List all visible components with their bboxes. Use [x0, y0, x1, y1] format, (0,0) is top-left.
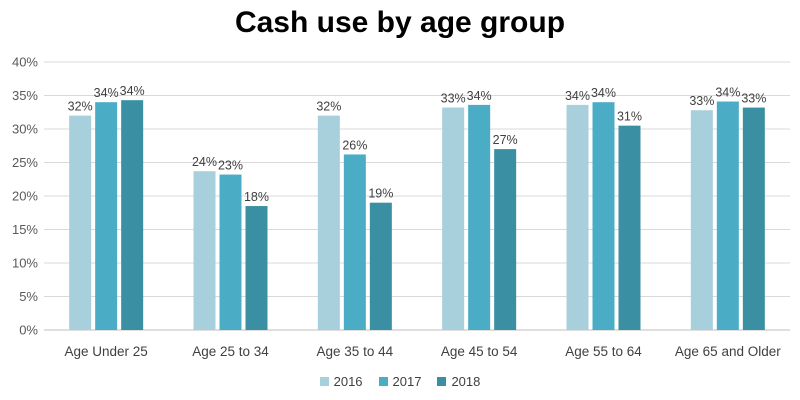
bar-2016 — [317, 115, 340, 330]
bar-2016 — [69, 115, 92, 330]
bar-2016 — [442, 107, 465, 330]
legend-swatch — [437, 377, 447, 386]
bar-2017 — [592, 102, 615, 330]
bar-2018 — [369, 202, 392, 330]
bar-2017 — [468, 104, 491, 330]
x-tick-label: Age 65 and Older — [675, 344, 781, 359]
y-tick-label: 40% — [12, 55, 38, 70]
data-label: 27% — [493, 133, 518, 147]
legend-swatch — [319, 377, 329, 386]
bar-2018 — [121, 100, 144, 330]
bar-2017 — [343, 154, 366, 330]
x-tick-label: Age Under 25 — [65, 344, 148, 359]
bar-2017 — [716, 101, 739, 330]
bar-2016 — [193, 171, 216, 330]
data-label: 18% — [244, 190, 269, 204]
data-label: 19% — [368, 187, 393, 201]
data-label: 33% — [689, 94, 714, 108]
legend-label: 2016 — [333, 374, 363, 389]
chart-title: Cash use by age group — [234, 6, 566, 39]
data-label: 31% — [617, 110, 642, 124]
data-label: 33% — [441, 92, 466, 106]
data-label: 32% — [316, 100, 341, 114]
data-label: 34% — [467, 89, 492, 103]
y-tick-label: 5% — [19, 289, 38, 304]
legend-label: 2018 — [451, 374, 481, 389]
data-label: 34% — [591, 86, 616, 100]
data-label: 34% — [565, 89, 590, 103]
bar-2016 — [566, 104, 589, 330]
data-label: 33% — [741, 92, 766, 106]
y-tick-label: 30% — [12, 122, 38, 137]
data-label: 34% — [120, 84, 145, 98]
legend-swatch — [378, 377, 388, 386]
y-tick-label: 35% — [12, 88, 38, 103]
x-tick-label: Age 35 to 44 — [317, 344, 394, 359]
legend-label: 2017 — [392, 374, 422, 389]
bar-2017 — [95, 102, 118, 330]
y-tick-label: 20% — [12, 189, 38, 204]
bar-2018 — [742, 107, 765, 330]
data-label: 26% — [342, 138, 367, 152]
bar-2018 — [245, 206, 268, 330]
bar-2018 — [618, 125, 641, 331]
y-tick-label: 15% — [12, 222, 38, 237]
y-tick-label: 10% — [12, 256, 38, 271]
x-tick-label: Age 25 to 34 — [192, 344, 269, 359]
chart-legend: 2016 2017 2018 — [0, 374, 800, 389]
y-tick-label: 25% — [12, 155, 38, 170]
y-tick-label: 0% — [19, 323, 38, 338]
x-tick-label: Age 45 to 54 — [441, 344, 518, 359]
bar-2016 — [690, 110, 713, 331]
data-label: 32% — [68, 100, 93, 114]
data-label: 23% — [218, 159, 243, 173]
bar-2018 — [494, 149, 517, 330]
data-label: 24% — [192, 155, 217, 169]
data-label: 34% — [94, 86, 119, 100]
legend-item-2017: 2017 — [378, 374, 422, 389]
x-tick-label: Age 55 to 64 — [565, 344, 642, 359]
legend-item-2018: 2018 — [437, 374, 480, 389]
bar-2017 — [219, 174, 242, 330]
legend-item-2016: 2016 — [319, 374, 363, 389]
data-label: 34% — [715, 86, 740, 100]
